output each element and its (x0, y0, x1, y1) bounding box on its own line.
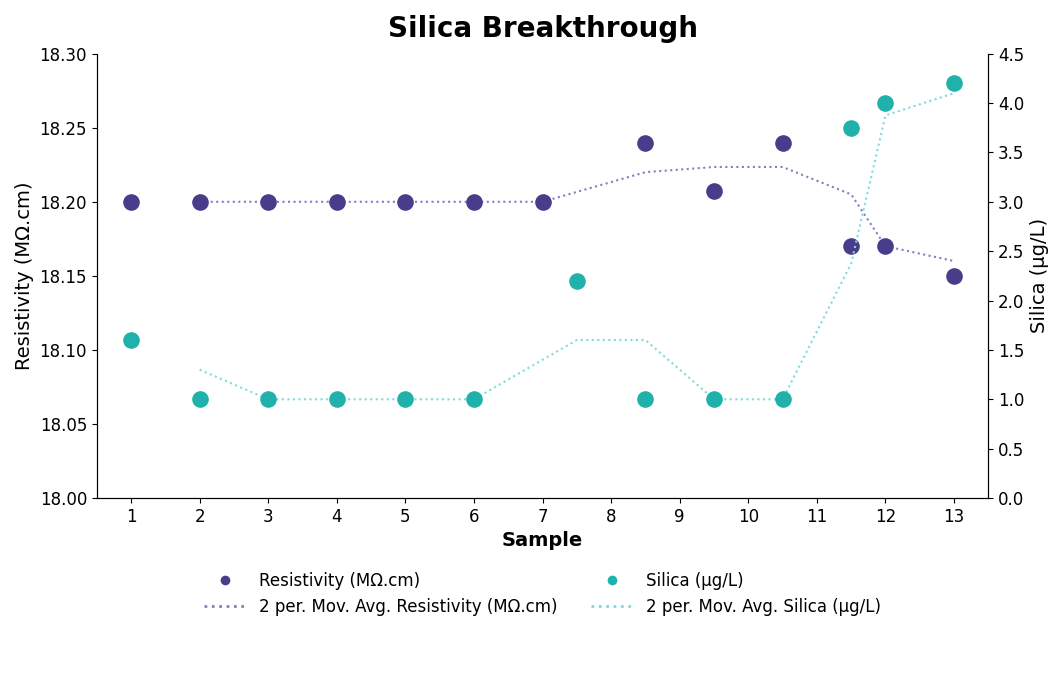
2 per. Mov. Avg. Resistivity (MΩ.cm) (639, 168, 652, 176)
Silica (μg/L) (843, 122, 860, 133)
2 per. Mov. Avg. Resistivity (MΩ.cm) (262, 198, 275, 206)
Silica (μg/L) (775, 394, 792, 404)
Silica (μg/L) (260, 394, 277, 404)
2 per. Mov. Avg. Silica (μg/L) (331, 395, 344, 403)
Resistivity (MΩ.cm) (260, 197, 277, 207)
Resistivity (MΩ.cm) (843, 241, 860, 252)
2 per. Mov. Avg. Resistivity (MΩ.cm) (399, 198, 412, 206)
2 per. Mov. Avg. Resistivity (MΩ.cm) (845, 190, 858, 199)
Title: Silica Breakthrough: Silica Breakthrough (387, 15, 698, 43)
Line: 2 per. Mov. Avg. Resistivity (MΩ.cm): 2 per. Mov. Avg. Resistivity (MΩ.cm) (200, 167, 954, 261)
Resistivity (MΩ.cm) (329, 197, 346, 207)
2 per. Mov. Avg. Silica (μg/L) (194, 365, 206, 374)
2 per. Mov. Avg. Resistivity (MΩ.cm) (331, 198, 344, 206)
Y-axis label: Silica (μg/L): Silica (μg/L) (1030, 218, 1049, 333)
Resistivity (MΩ.cm) (534, 197, 551, 207)
2 per. Mov. Avg. Silica (μg/L) (399, 395, 412, 403)
2 per. Mov. Avg. Silica (μg/L) (262, 395, 275, 403)
Resistivity (MΩ.cm) (705, 186, 722, 197)
Silica (μg/L) (122, 334, 139, 345)
2 per. Mov. Avg. Resistivity (MΩ.cm) (948, 257, 961, 265)
Silica (μg/L) (877, 98, 894, 108)
Y-axis label: Resistivity (MΩ.cm): Resistivity (MΩ.cm) (15, 182, 34, 370)
2 per. Mov. Avg. Silica (μg/L) (570, 336, 583, 344)
2 per. Mov. Avg. Silica (μg/L) (845, 260, 858, 268)
Silica (μg/L) (465, 394, 482, 404)
Resistivity (MΩ.cm) (637, 137, 654, 148)
X-axis label: Sample: Sample (502, 531, 583, 551)
Legend: Resistivity (MΩ.cm), 2 per. Mov. Avg. Resistivity (MΩ.cm), Silica (μg/L), 2 per.: Resistivity (MΩ.cm), 2 per. Mov. Avg. Re… (198, 565, 887, 623)
2 per. Mov. Avg. Silica (μg/L) (639, 336, 652, 344)
Resistivity (MΩ.cm) (877, 241, 894, 252)
2 per. Mov. Avg. Silica (μg/L) (879, 111, 892, 119)
Silica (μg/L) (637, 394, 654, 404)
Resistivity (MΩ.cm) (122, 197, 139, 207)
Resistivity (MΩ.cm) (946, 271, 963, 281)
Resistivity (MΩ.cm) (465, 197, 482, 207)
2 per. Mov. Avg. Resistivity (MΩ.cm) (777, 163, 789, 171)
Silica (μg/L) (946, 78, 963, 89)
2 per. Mov. Avg. Resistivity (MΩ.cm) (879, 242, 892, 250)
Silica (μg/L) (568, 275, 585, 286)
Resistivity (MΩ.cm) (397, 197, 414, 207)
Line: 2 per. Mov. Avg. Silica (μg/L): 2 per. Mov. Avg. Silica (μg/L) (200, 93, 954, 399)
2 per. Mov. Avg. Silica (μg/L) (467, 395, 480, 403)
2 per. Mov. Avg. Silica (μg/L) (777, 395, 789, 403)
Resistivity (MΩ.cm) (192, 197, 209, 207)
Silica (μg/L) (329, 394, 346, 404)
2 per. Mov. Avg. Resistivity (MΩ.cm) (467, 198, 480, 206)
Silica (μg/L) (397, 394, 414, 404)
Silica (μg/L) (192, 394, 209, 404)
2 per. Mov. Avg. Silica (μg/L) (948, 89, 961, 97)
2 per. Mov. Avg. Resistivity (MΩ.cm) (708, 163, 720, 171)
2 per. Mov. Avg. Resistivity (MΩ.cm) (536, 198, 549, 206)
2 per. Mov. Avg. Resistivity (MΩ.cm) (194, 198, 206, 206)
Resistivity (MΩ.cm) (775, 137, 792, 148)
2 per. Mov. Avg. Silica (μg/L) (708, 395, 720, 403)
Silica (μg/L) (705, 394, 722, 404)
